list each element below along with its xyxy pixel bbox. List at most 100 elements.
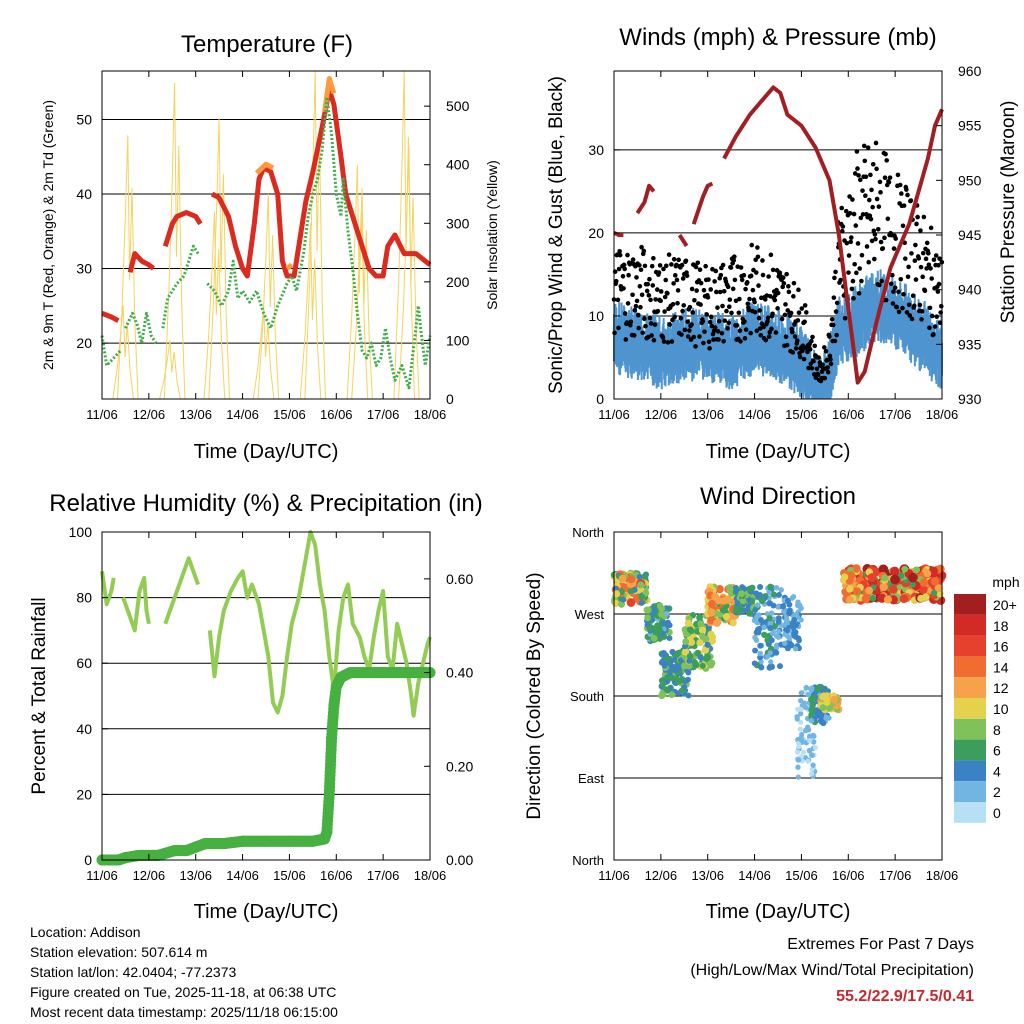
direction-point [769,630,776,636]
winds-x-label: Time (Day/UTC) [706,441,851,463]
y2-tick-label: 500 [446,98,470,114]
direction-point [823,698,831,706]
gust-point [639,292,645,298]
gust-point [697,334,702,339]
gust-point [690,310,696,315]
gust-point [822,375,828,381]
gust-point [760,272,766,278]
gust-point [762,297,768,302]
solar-y-label: Solar Insolation (Yellow) [484,160,500,310]
x-tick-label: 17/06 [879,868,912,883]
direction-y-label: Direction (Colored By Speed) [524,572,545,819]
gust-point [653,297,658,302]
x-tick-label: 16/06 [832,868,865,883]
gust-point [616,266,622,272]
x-tick-label: 11/06 [598,407,630,422]
direction-point [852,587,862,596]
gust-point [781,281,787,286]
gust-point [649,263,655,269]
gust-point [859,278,864,284]
gust-point [848,235,854,240]
temperature-y-label: 2m & 9m T (Red, Orange) & 2m Td (Green) [40,100,56,370]
gust-point [918,264,924,270]
direction-point [810,762,816,768]
gust-point [877,179,883,185]
gust-point [741,272,747,278]
gust-point [689,322,694,327]
gust-point [827,334,832,339]
gust-point [887,175,893,180]
gust-point [665,340,671,345]
gust-point [914,221,919,227]
gust-point [734,323,740,328]
x-tick-label: 13/06 [179,407,212,422]
direction-point [775,628,782,635]
direction-point [879,583,888,592]
gust-point [917,302,923,308]
y-tick-label: 80 [76,590,92,606]
direction-point [890,566,900,577]
gust-point [874,166,879,172]
x-tick-label: 16/06 [320,407,353,422]
gust-point [833,269,838,275]
gust-point [729,310,734,316]
gust-point [732,277,738,283]
gust-point [875,226,881,232]
humidity-series [96,530,436,866]
gust-point [642,316,647,322]
gust-point [617,252,623,258]
x-tick-label: 11/06 [86,407,118,422]
gust-point [707,319,713,325]
gust-point [802,319,807,325]
station-info: Location: Addison Station elevation: 507… [30,922,338,1022]
gust-point [843,208,849,214]
gust-point [905,274,911,280]
gust-point [791,280,797,286]
gust-point [900,305,905,311]
gust-point [622,266,627,272]
y2-tick-label: 955 [958,118,982,134]
direction-point [919,578,929,587]
direction-point [767,583,774,590]
gust-point [893,236,899,241]
gust-point [669,339,675,344]
direction-point [934,584,943,593]
gust-point [698,280,704,286]
temperature-x-label: Time (Day/UTC) [194,441,339,463]
direction-point [658,692,665,700]
gust-point [795,318,801,323]
y2-tick-label: 0.60 [446,571,473,587]
gust-point [749,242,755,248]
gust-point [621,286,626,291]
gust-point [906,264,911,270]
direction-point [708,633,717,641]
direction-point [667,668,673,675]
direction-point [766,589,772,595]
gust-point [757,308,762,313]
temperature-frame [101,70,431,400]
direction-point [752,634,758,641]
direction-point [681,662,689,670]
gust-point [637,262,642,268]
colorbar-swatch [954,677,986,698]
gust-point [865,145,871,150]
figure-created: Figure created on Tue, 2025-11-18, at 06… [30,984,337,1000]
y2-tick-label: 0.40 [446,665,473,681]
gust-point [755,245,760,250]
direction-point [795,706,801,712]
x-tick-label: 12/06 [645,868,678,883]
temperature-x-ticks: 11/06 12/06 13/06 14/06 15/06 16/06 17/06 18/06 [86,71,446,422]
gust-point [770,311,775,317]
gust-point [800,348,805,354]
gust-point [692,297,697,303]
gust-point [737,328,743,334]
gust-point [821,345,827,350]
colorbar-swatch [954,656,986,678]
gust-point [634,275,639,280]
direction-series [610,564,947,780]
direction-point [909,581,916,588]
gust-point [685,334,691,339]
gust-point [870,204,875,210]
gust-point [780,284,785,290]
direction-point [768,610,775,616]
